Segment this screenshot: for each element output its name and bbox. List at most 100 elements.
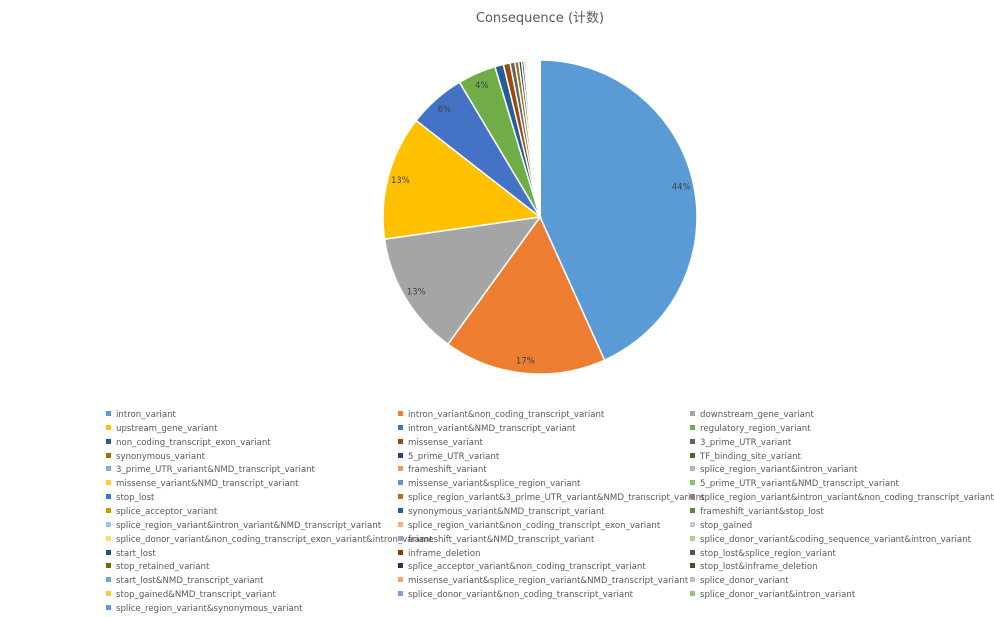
legend-swatch (106, 466, 111, 471)
legend-item: start_lost (106, 548, 156, 562)
legend-swatch (690, 522, 695, 527)
legend-swatch (398, 508, 403, 513)
legend-label: stop_lost&inframe_deletion (700, 562, 818, 572)
legend-item: frameshift_variant&stop_lost (690, 506, 824, 520)
legend-label: downstream_gene_variant (700, 410, 814, 420)
legend-item: stop_gained (690, 520, 752, 534)
legend-label: frameshift_variant&stop_lost (700, 507, 824, 517)
legend-swatch (398, 550, 403, 555)
legend-label: splice_region_variant&intron_variant (700, 465, 857, 475)
legend-item: intron_variant (106, 409, 176, 423)
legend-item: stop_lost&splice_region_variant (690, 548, 836, 562)
legend-item: missense_variant (398, 437, 483, 451)
legend-label: inframe_deletion (408, 549, 481, 559)
legend-item: upstream_gene_variant (106, 423, 217, 437)
slice-data-label-3: 13% (391, 176, 410, 186)
legend-item: intron_variant&NMD_transcript_variant (398, 423, 576, 437)
legend-swatch (106, 536, 111, 541)
legend-label: splice_region_variant&non_coding_transcr… (408, 521, 660, 531)
legend-swatch (106, 605, 111, 610)
legend-label: synonymous_variant&NMD_transcript_varian… (408, 507, 605, 517)
legend-swatch (690, 591, 695, 596)
legend-item: start_lost&NMD_transcript_variant (106, 575, 263, 589)
legend-swatch (106, 550, 111, 555)
legend-swatch (106, 522, 111, 527)
legend-label: splice_acceptor_variant (116, 507, 217, 517)
legend-item: splice_region_variant&3_prime_UTR_varian… (398, 492, 704, 506)
legend-item: 3_prime_UTR_variant&NMD_transcript_varia… (106, 464, 315, 478)
legend-label: synonymous_variant (116, 452, 205, 462)
legend-swatch (398, 591, 403, 596)
legend-item: 5_prime_UTR_variant&NMD_transcript_varia… (690, 478, 899, 492)
legend-swatch (398, 466, 403, 471)
legend-label: splice_acceptor_variant&non_coding_trans… (408, 562, 646, 572)
legend-swatch (106, 453, 111, 458)
legend-swatch (690, 494, 695, 499)
legend-item: splice_acceptor_variant (106, 506, 217, 520)
legend-label: intron_variant&NMD_transcript_variant (408, 424, 576, 434)
legend-item: missense_variant&splice_region_variant&N… (398, 575, 688, 589)
legend-swatch (106, 411, 111, 416)
legend-label: stop_gained&NMD_transcript_variant (116, 590, 276, 600)
legend-label: splice_region_variant&synonymous_variant (116, 604, 303, 614)
legend-swatch (398, 480, 403, 485)
slice-data-label-1: 17% (516, 357, 535, 367)
slice-data-label-4: 6% (438, 105, 452, 115)
legend-label: start_lost (116, 549, 156, 559)
legend-swatch (106, 480, 111, 485)
legend-item: missense_variant&NMD_transcript_variant (106, 478, 299, 492)
legend-swatch (690, 439, 695, 444)
legend-item: splice_donor_variant&non_coding_transcri… (106, 534, 433, 548)
legend-label: start_lost&NMD_transcript_variant (116, 576, 263, 586)
legend-label: 5_prime_UTR_variant&NMD_transcript_varia… (700, 479, 899, 489)
legend-swatch (398, 411, 403, 416)
legend-label: stop_lost (116, 493, 154, 503)
legend-swatch (690, 508, 695, 513)
slice-data-label-0: 44% (672, 183, 691, 193)
legend-label: 3_prime_UTR_variant&NMD_transcript_varia… (116, 465, 315, 475)
pie-chart: 44% 17% 13% 13% 6% 4% (0, 0, 994, 400)
legend-item: synonymous_variant&NMD_transcript_varian… (398, 506, 605, 520)
legend-label: regulatory_region_variant (700, 424, 811, 434)
legend-label: splice_donor_variant&intron_variant (700, 590, 855, 600)
legend-swatch (690, 466, 695, 471)
legend-item: splice_region_variant&intron_variant (690, 464, 857, 478)
legend-label: splice_donor_variant&non_coding_transcri… (116, 535, 433, 545)
legend-label: missense_variant&NMD_transcript_variant (116, 479, 299, 489)
legend-item: synonymous_variant (106, 451, 205, 465)
legend-label: frameshift_variant (408, 465, 487, 475)
legend-swatch (690, 550, 695, 555)
legend-swatch (690, 563, 695, 568)
legend-item: downstream_gene_variant (690, 409, 814, 423)
legend-item: non_coding_transcript_exon_variant (106, 437, 271, 451)
legend-swatch (106, 425, 111, 430)
slice-data-label-5: 4% (475, 81, 489, 91)
legend-item: intron_variant&non_coding_transcript_var… (398, 409, 604, 423)
legend-swatch (106, 577, 111, 582)
legend-swatch (398, 494, 403, 499)
legend-label: splice_region_variant&intron_variant&NMD… (116, 521, 381, 531)
legend-label: intron_variant&non_coding_transcript_var… (408, 410, 604, 420)
legend-item: splice_acceptor_variant&non_coding_trans… (398, 561, 646, 575)
legend-item: stop_retained_variant (106, 561, 209, 575)
legend-item: frameshift_variant&NMD_transcript_varian… (398, 534, 594, 548)
legend-label: splice_region_variant&intron_variant&non… (700, 493, 994, 503)
legend-swatch (106, 591, 111, 596)
legend-item: splice_donor_variant&intron_variant (690, 589, 855, 603)
legend-label: stop_retained_variant (116, 562, 209, 572)
legend-label: missense_variant (408, 438, 483, 448)
legend-item: regulatory_region_variant (690, 423, 811, 437)
legend-item: 3_prime_UTR_variant (690, 437, 791, 451)
legend-item: splice_donor_variant (690, 575, 789, 589)
legend-item: splice_region_variant&intron_variant&non… (690, 492, 994, 506)
legend-item: splice_region_variant&non_coding_transcr… (398, 520, 660, 534)
legend-swatch (398, 522, 403, 527)
legend-item: stop_lost&inframe_deletion (690, 561, 818, 575)
slice-data-label-2: 13% (407, 288, 426, 298)
legend-swatch (106, 563, 111, 568)
legend-swatch (398, 577, 403, 582)
legend-label: stop_gained (700, 521, 752, 531)
legend-item: TF_binding_site_variant (690, 451, 801, 465)
legend-swatch (690, 411, 695, 416)
legend-item: splice_donor_variant&coding_sequence_var… (690, 534, 971, 548)
